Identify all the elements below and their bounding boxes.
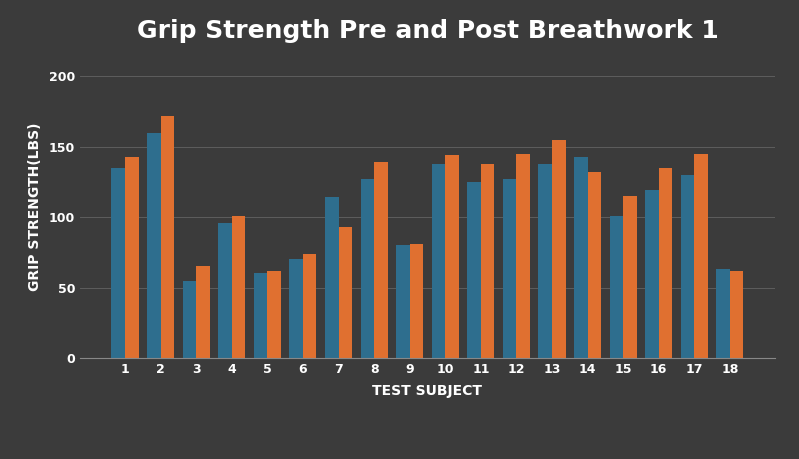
Bar (516, 154, 530, 358)
Bar (610, 216, 623, 358)
Bar (218, 223, 232, 358)
Bar (587, 172, 601, 358)
Y-axis label: GRIP STRENGTH(LBS): GRIP STRENGTH(LBS) (28, 122, 42, 291)
Bar (197, 266, 209, 358)
Bar (396, 245, 410, 358)
Bar (431, 163, 445, 358)
Bar (374, 162, 388, 358)
Bar (481, 163, 495, 358)
Bar (125, 157, 138, 358)
Bar (681, 175, 694, 358)
Bar (574, 157, 587, 358)
Bar (539, 163, 552, 358)
Bar (325, 197, 339, 358)
Bar (339, 227, 352, 358)
Bar (183, 280, 197, 358)
Bar (254, 274, 268, 358)
Bar (658, 168, 672, 358)
X-axis label: TEST SUBJECT: TEST SUBJECT (372, 384, 483, 398)
Bar (717, 269, 730, 358)
Bar (623, 196, 637, 358)
Bar (303, 254, 316, 358)
Bar (503, 179, 516, 358)
Bar (694, 154, 708, 358)
Bar (147, 133, 161, 358)
Bar (467, 182, 481, 358)
Bar (289, 259, 303, 358)
Bar (730, 271, 743, 358)
Bar (112, 168, 125, 358)
Bar (232, 216, 245, 358)
Bar (360, 179, 374, 358)
Title: Grip Strength Pre and Post Breathwork 1: Grip Strength Pre and Post Breathwork 1 (137, 19, 718, 44)
Bar (445, 155, 459, 358)
Bar (268, 271, 281, 358)
Bar (646, 190, 658, 358)
Bar (552, 140, 566, 358)
Bar (161, 116, 174, 358)
Bar (410, 244, 423, 358)
